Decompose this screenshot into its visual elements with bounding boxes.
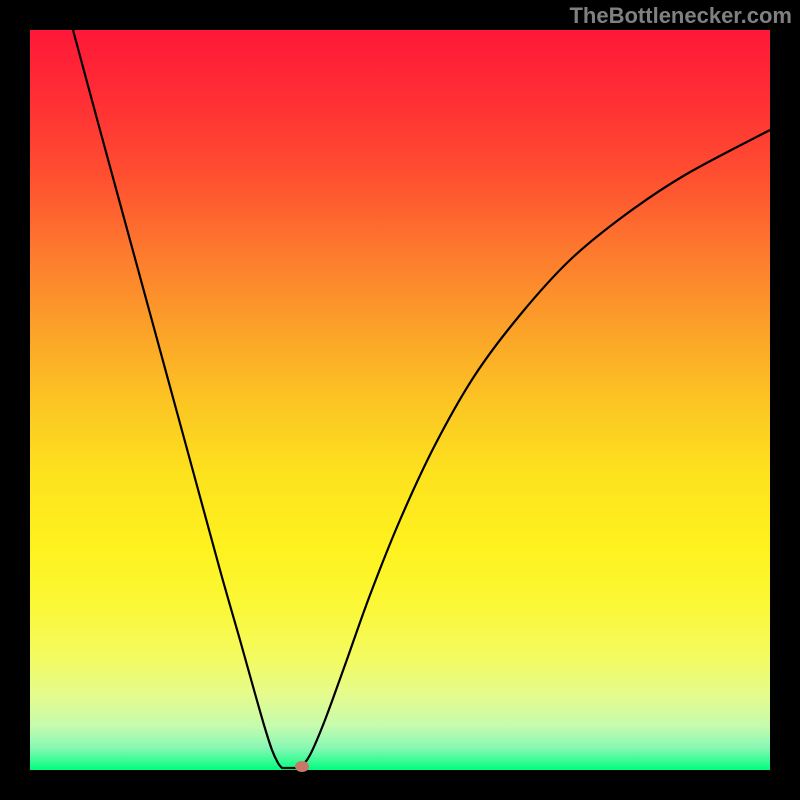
plot-area: [30, 30, 770, 770]
chart-container: TheBottlenecker.com: [0, 0, 800, 800]
highlight-dot: [295, 761, 309, 772]
bottleneck-curve: [0, 0, 800, 800]
